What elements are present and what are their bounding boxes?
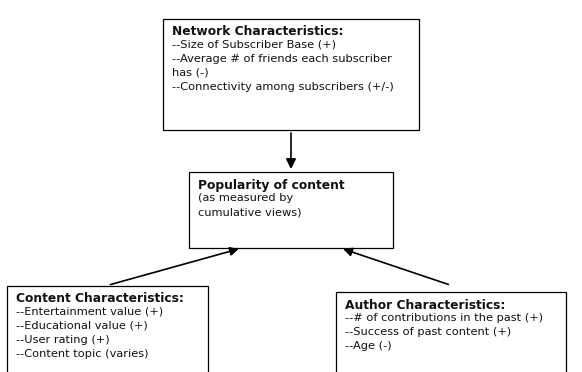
Text: --Entertainment value (+): --Entertainment value (+): [16, 307, 163, 316]
Text: --Size of Subscriber Base (+): --Size of Subscriber Base (+): [172, 39, 336, 49]
FancyBboxPatch shape: [163, 19, 419, 130]
FancyBboxPatch shape: [189, 172, 393, 248]
Text: --Connectivity among subscribers (+/-): --Connectivity among subscribers (+/-): [172, 82, 393, 92]
Text: --Content topic (varies): --Content topic (varies): [16, 349, 148, 359]
FancyBboxPatch shape: [8, 286, 208, 372]
Text: Content Characteristics:: Content Characteristics:: [16, 292, 184, 305]
Text: Network Characteristics:: Network Characteristics:: [172, 25, 343, 38]
Text: --Success of past content (+): --Success of past content (+): [345, 327, 511, 337]
Text: --Average # of friends each subscriber: --Average # of friends each subscriber: [172, 54, 392, 64]
Text: cumulative views): cumulative views): [198, 207, 301, 217]
Text: --Educational value (+): --Educational value (+): [16, 320, 148, 330]
Text: (as measured by: (as measured by: [198, 193, 293, 203]
Text: --User rating (+): --User rating (+): [16, 335, 109, 344]
Text: --Age (-): --Age (-): [345, 341, 392, 351]
Text: Author Characteristics:: Author Characteristics:: [345, 299, 505, 312]
FancyBboxPatch shape: [336, 292, 566, 372]
Text: --# of contributions in the past (+): --# of contributions in the past (+): [345, 313, 543, 323]
Text: has (-): has (-): [172, 68, 208, 78]
Text: Popularity of content: Popularity of content: [198, 179, 345, 192]
